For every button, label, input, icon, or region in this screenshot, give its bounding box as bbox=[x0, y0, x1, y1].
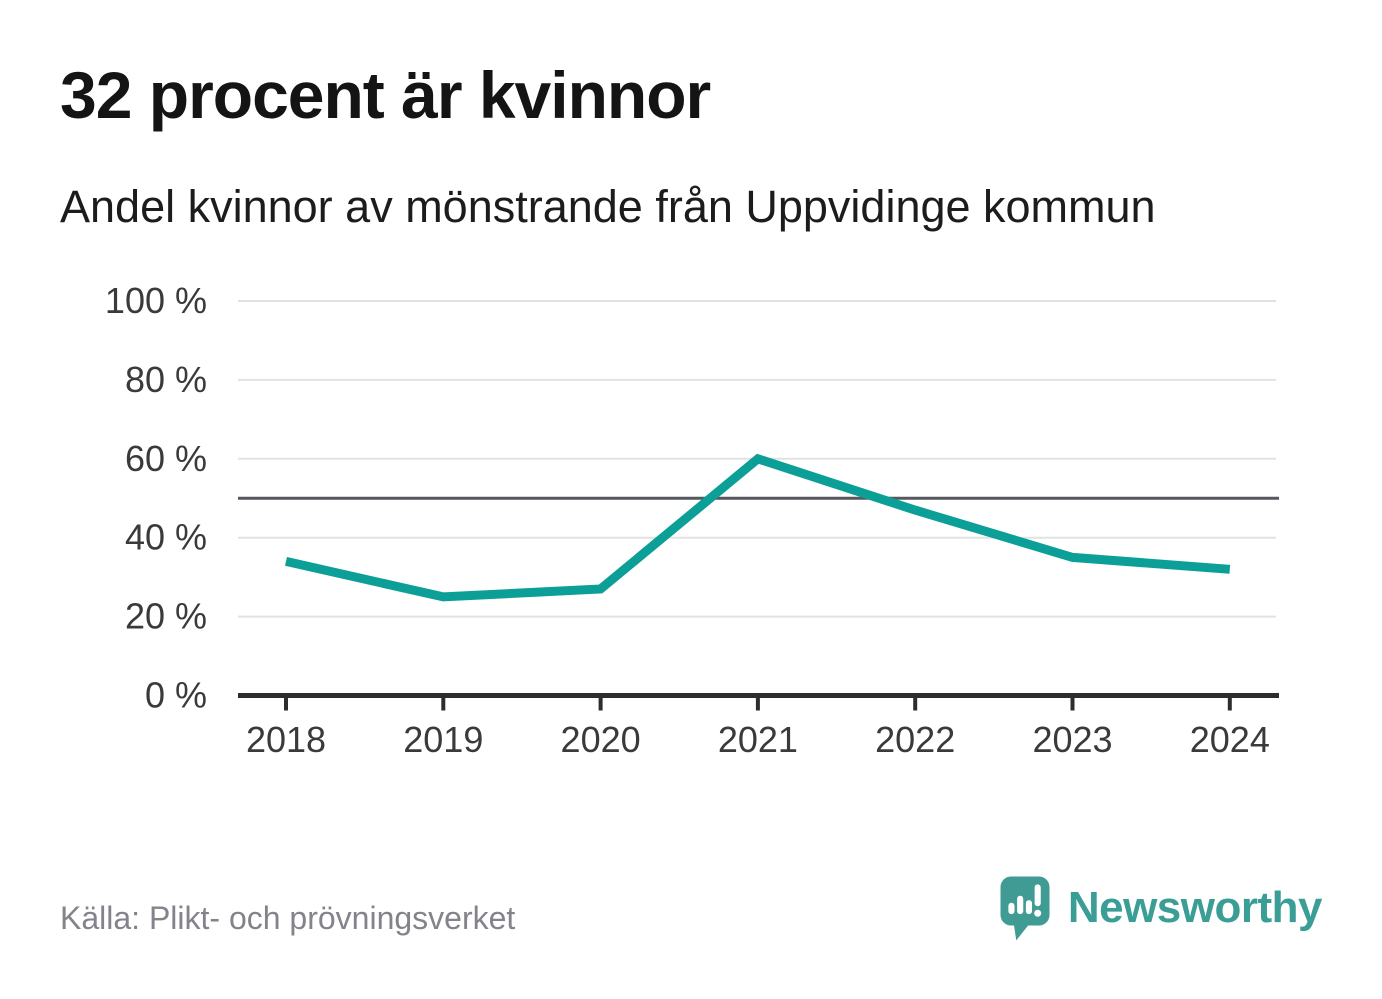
y-axis-tick-label: 60 % bbox=[125, 438, 207, 479]
y-axis-tick-label: 20 % bbox=[125, 596, 207, 637]
logo-exclamation-dot bbox=[1034, 909, 1042, 917]
newsworthy-logo: Newsworthy bbox=[997, 872, 1323, 944]
brand-name: Newsworthy bbox=[1067, 883, 1323, 932]
y-axis-tick-label: 40 % bbox=[125, 517, 207, 558]
logo-bar-small bbox=[1008, 902, 1015, 915]
x-axis-tick-label: 2019 bbox=[403, 719, 483, 760]
chart-title: 32 procent är kvinnor bbox=[60, 58, 711, 132]
logo-bar-medium bbox=[1025, 900, 1032, 915]
x-axis-tick-label: 2022 bbox=[875, 719, 955, 760]
logo-bubble bbox=[1000, 876, 1050, 926]
x-axis-tick-label: 2018 bbox=[246, 719, 326, 760]
x-axis-tick-label: 2023 bbox=[1032, 719, 1112, 760]
chart-subtitle: Andel kvinnor av mönstrande från Uppvidi… bbox=[60, 181, 1156, 232]
x-axis-tick-label: 2024 bbox=[1190, 719, 1270, 760]
source-caption: Källa: Plikt- och prövningsverket bbox=[60, 900, 516, 936]
x-axis-tick-label: 2021 bbox=[718, 719, 798, 760]
y-axis-tick-label: 0 % bbox=[145, 675, 207, 716]
logo-bubble-tail bbox=[1013, 922, 1031, 941]
y-axis-tick-label: 100 % bbox=[105, 280, 207, 321]
y-axis-tick-label: 80 % bbox=[125, 359, 207, 400]
x-axis-tick-label: 2020 bbox=[561, 719, 641, 760]
data-line bbox=[285, 453, 1231, 602]
newsworthy-logo-icon bbox=[1000, 876, 1050, 941]
logo-exclamation-bar bbox=[1034, 884, 1041, 907]
logo-bar-tall bbox=[1016, 895, 1024, 915]
